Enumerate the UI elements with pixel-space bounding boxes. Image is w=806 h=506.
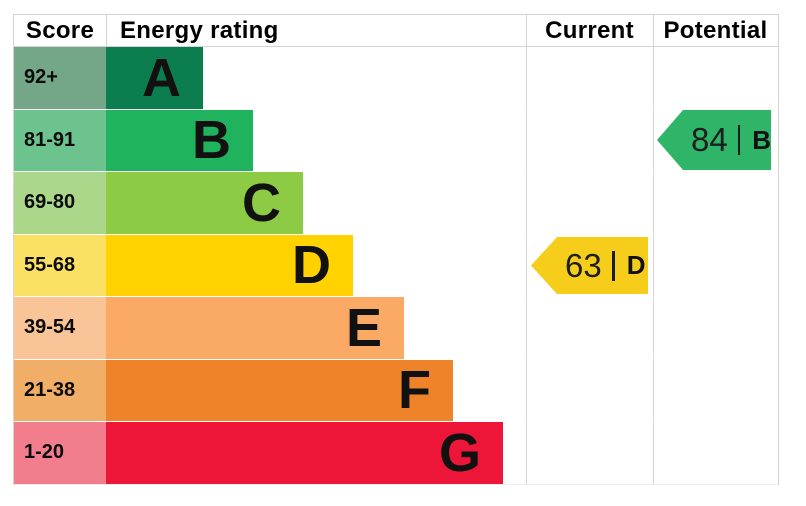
band-row-g: 1-20 G [14, 422, 778, 485]
band-row-e: 39-54 E [14, 297, 778, 360]
score-range-e: 39-54 [14, 297, 106, 359]
potential-band-letter: B [752, 124, 771, 155]
band-bar-c: C [106, 172, 303, 234]
band-letter-b: B [192, 110, 231, 171]
band-row-f: 21-38 F [14, 359, 778, 422]
band-row-a: 92+ A [14, 47, 778, 110]
band-letter-c: C [242, 172, 281, 233]
band-bar-f: F [106, 359, 453, 421]
band-letter-e: E [345, 297, 382, 358]
band-letter-g: G [438, 422, 481, 483]
score-range-c: 69-80 [14, 172, 106, 234]
band-bar-d: D [106, 234, 353, 296]
band-bar-b: B [106, 109, 253, 171]
band-row-c: 69-80 C [14, 172, 778, 235]
column-divider-current [526, 15, 527, 484]
column-divider-potential [653, 15, 654, 484]
potential-rating-arrow: 84 B [657, 110, 771, 170]
band-rows: 92+ A 81-91 B 69-80 C 55-68 [14, 47, 778, 485]
score-range-g: 1-20 [14, 422, 106, 484]
band-letter-d: D [292, 235, 331, 296]
band-row-d: 55-68 D [14, 234, 778, 297]
current-rating-arrow: 63 D [531, 237, 648, 294]
band-row-b: 81-91 B [14, 109, 778, 172]
header-current: Current [545, 16, 634, 44]
score-range-d: 55-68 [14, 234, 106, 296]
header-score: Score [25, 16, 95, 44]
band-bar-a: A [106, 47, 203, 109]
current-band-letter: D [626, 250, 646, 280]
current-separator [611, 250, 615, 281]
score-range-a: 92+ [14, 47, 106, 109]
band-letter-f: F [398, 360, 431, 421]
header-potential: Potential [663, 16, 768, 44]
band-bar-e: E [106, 297, 404, 359]
table-header: Score Energy rating Current Potential [14, 15, 778, 47]
potential-score-value: 84 [691, 121, 728, 158]
epc-table: Score Energy rating Current Potential 92… [13, 14, 779, 485]
score-range-f: 21-38 [14, 359, 106, 421]
current-score-value: 63 [565, 246, 602, 284]
potential-separator [737, 125, 741, 155]
band-letter-a: A [142, 47, 181, 108]
band-bar-g: G [106, 422, 503, 484]
score-range-b: 81-91 [14, 109, 106, 171]
header-energy-rating: Energy rating [120, 16, 279, 44]
column-divider-score [106, 15, 107, 47]
